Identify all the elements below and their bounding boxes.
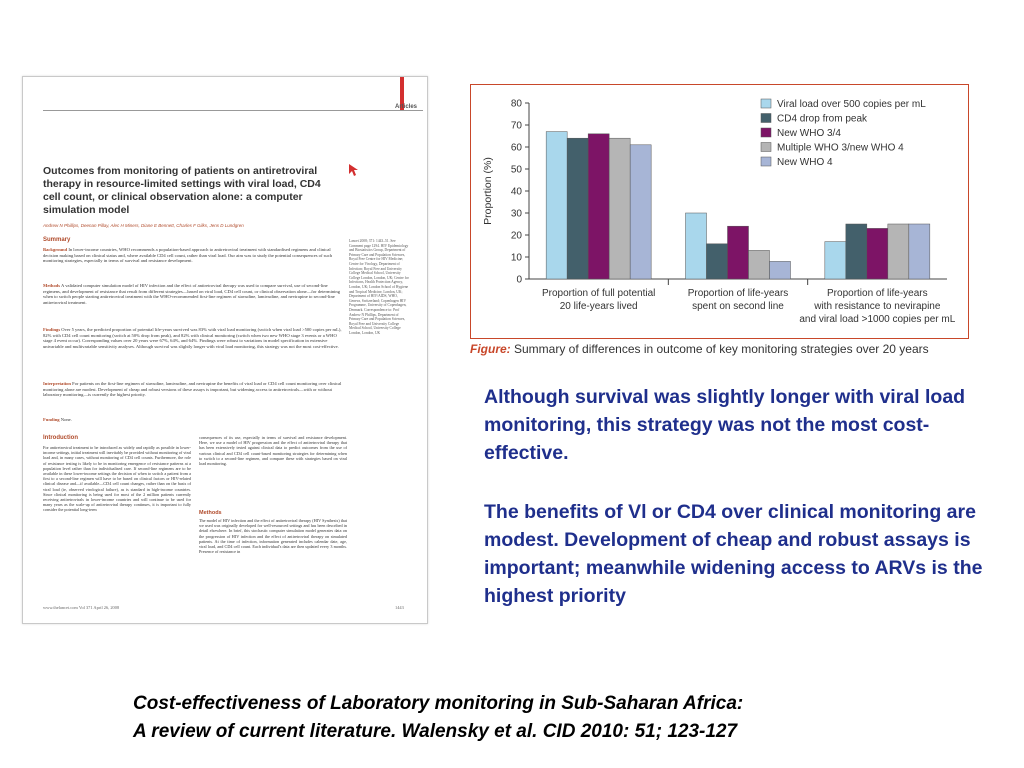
summary-interpretation: Interpretation For patients on the first… (43, 381, 343, 398)
figure-caption-text: Summary of differences in outcome of key… (510, 342, 929, 356)
intro-text: For antiretroviral treatment to be intro… (43, 445, 191, 513)
methods-label: Methods (43, 283, 61, 288)
summary-funding: Funding None. (43, 417, 343, 423)
legend-swatch (760, 113, 772, 123)
x-category-label: spent on second line (692, 301, 784, 312)
findings-text: Over 5 years, the predicted proportion o… (43, 327, 342, 349)
bar (727, 225, 749, 280)
findings-label: Findings (43, 327, 61, 332)
y-tick-label: 40 (511, 187, 523, 198)
citation-line-2: A review of current literature. Walensky… (133, 721, 738, 742)
summary-paragraph-2: The benefits of Vl or CD4 over clinical … (484, 501, 983, 607)
y-tick-label: 10 (511, 253, 523, 264)
y-tick-label: 60 (511, 143, 523, 154)
methods-text: A validated computer simulation model of… (43, 283, 341, 305)
y-tick-label: 80 (511, 99, 523, 110)
x-category-label: and viral load >1000 copies per mL (799, 314, 955, 325)
bar (706, 243, 728, 280)
cursor-icon (349, 164, 358, 176)
bar (629, 144, 652, 280)
article-section-label: Articles (395, 104, 418, 110)
y-tick-label: 30 (511, 209, 523, 220)
bar (748, 250, 770, 280)
intro-heading: Introduction (43, 435, 78, 441)
funding-label: Funding (43, 417, 60, 422)
y-tick-label: 20 (511, 231, 523, 242)
column-two-text: consequences of its use, especially in t… (199, 435, 347, 467)
citation-line-1: Cost-effectiveness of Laboratory monitor… (133, 693, 744, 714)
bar (866, 228, 889, 280)
header-rule (43, 110, 423, 111)
y-tick-label: 0 (516, 275, 522, 286)
article-authors: Andrew N Phillips, Deenan Pillay, Alec H… (43, 223, 244, 228)
bar (887, 223, 910, 280)
bar (545, 131, 568, 280)
legend-entry: Viral load over 500 copies per mL (777, 99, 926, 110)
interpretation-text: For patients on the first-line regimen o… (43, 381, 342, 398)
column-two-methods-text: The model of HIV infection and the effec… (199, 518, 347, 555)
bar-chart: 0 10 20 30 40 50 60 70 80 Proportion (%) Proportio… (482, 98, 956, 326)
x-category-label: Proportion of full potential (542, 288, 655, 299)
summary-findings: Findings Over 5 years, the predicted pro… (43, 327, 343, 349)
legend-entry: Multiple WHO 3/new WHO 4 (777, 143, 904, 154)
journal-logo-bar (400, 77, 404, 111)
y-axis-label: Proportion (%) (482, 157, 494, 225)
interpretation-label: Interpretation (43, 381, 71, 386)
article-page-number: 1443 (395, 605, 404, 610)
bar (845, 223, 868, 280)
summary-paragraph-1: Although survival was slightly longer wi… (484, 386, 966, 464)
article-title: Outcomes from monitoring of patients on … (43, 165, 321, 216)
legend-entry: New WHO 3/4 (777, 128, 841, 139)
legend-swatch (760, 127, 772, 138)
figure-caption: Figure: Summary of differences in outcom… (470, 342, 990, 356)
summary-methods: Methods A validated computer simulation … (43, 283, 343, 305)
article-footer-left: www.thelancet.com Vol 371 April 26, 2008 (43, 605, 120, 610)
bar (587, 133, 610, 280)
bar (769, 261, 791, 280)
bar (685, 212, 707, 280)
bar (908, 223, 931, 280)
summary-heading: Summary (43, 237, 71, 243)
article-thumbnail: Articles Outcomes from monitoring of pat… (22, 76, 428, 624)
bar (824, 241, 847, 280)
legend-swatch (760, 156, 772, 167)
x-category-label: Proportion of life-years (688, 288, 789, 299)
y-tick-label: 50 (511, 165, 523, 176)
funding-text: None. (60, 417, 72, 422)
legend-entry: CD4 drop from peak (777, 114, 868, 125)
citation: Cost-effectiveness of Laboratory monitor… (133, 690, 1013, 746)
x-category-label: 20 life-years lived (560, 301, 638, 312)
y-tick-label: 70 (511, 121, 523, 132)
x-category-label: Proportion of life-years (827, 288, 928, 299)
summary-background: Background In lower-income countries, WH… (43, 247, 343, 264)
bar-chart-figure: 0 10 20 30 40 50 60 70 80 Proportion (%) Proportio… (470, 84, 969, 339)
background-text: In lower-income countries, WHO recommend… (43, 247, 333, 264)
legend-swatch (760, 98, 772, 109)
legend-swatch (760, 142, 772, 152)
x-category-label: with resistance to nevirapine (813, 301, 941, 312)
legend-entry: New WHO 4 (777, 157, 833, 168)
bar (608, 137, 631, 280)
column-two-methods-heading: Methods (199, 510, 222, 516)
article-sidebar: Lancet 2008; 371: 1443–51. See Comment p… (349, 239, 409, 335)
background-label: Background (43, 247, 68, 252)
bar (566, 137, 589, 280)
figure-label: Figure: (470, 342, 511, 356)
